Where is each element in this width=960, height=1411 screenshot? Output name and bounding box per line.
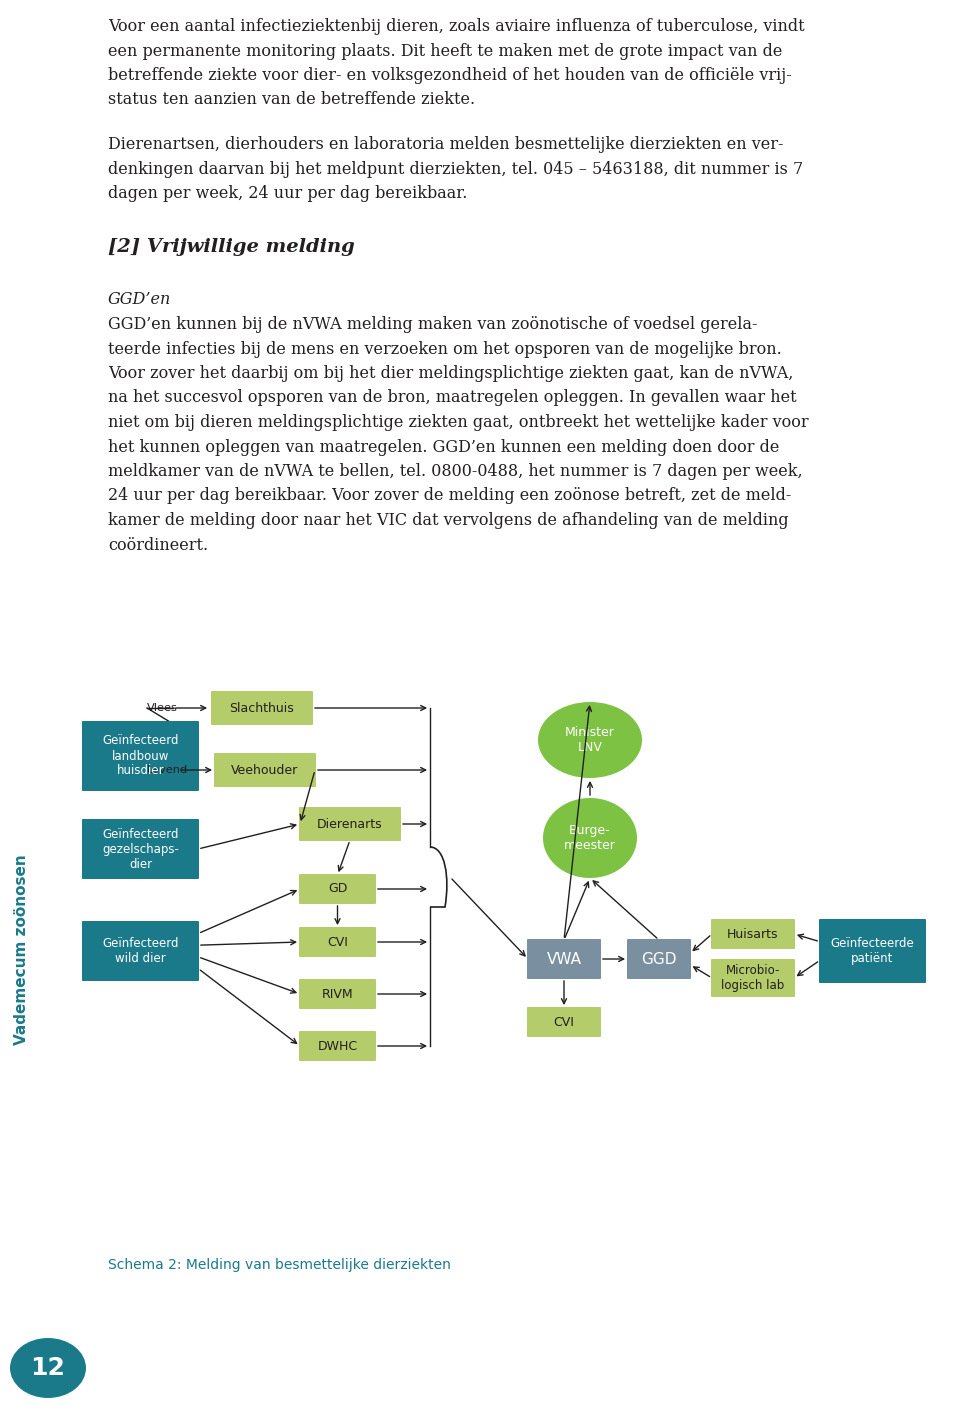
Text: coördineert.: coördineert. bbox=[108, 536, 208, 553]
Text: 24 uur per dag bereikbaar. Voor zover de melding een zoönose betreft, zet de mel: 24 uur per dag bereikbaar. Voor zover de… bbox=[108, 487, 791, 505]
FancyBboxPatch shape bbox=[82, 818, 199, 879]
FancyBboxPatch shape bbox=[819, 919, 926, 983]
FancyBboxPatch shape bbox=[82, 721, 199, 792]
FancyBboxPatch shape bbox=[82, 921, 199, 981]
FancyBboxPatch shape bbox=[299, 873, 376, 904]
Text: denkingen daarvan bij het meldpunt dierziekten, tel. 045 – 5463188, dit nummer i: denkingen daarvan bij het meldpunt dierz… bbox=[108, 161, 804, 178]
Text: DWHC: DWHC bbox=[318, 1040, 357, 1053]
Text: GGD: GGD bbox=[641, 951, 677, 967]
Text: Burge-
meester: Burge- meester bbox=[564, 824, 616, 852]
Text: Dierenarts: Dierenarts bbox=[317, 817, 383, 831]
Ellipse shape bbox=[10, 1338, 86, 1398]
Text: Minister
LNV: Minister LNV bbox=[565, 727, 615, 753]
Text: Geïnfecteerd
gezelschaps-
dier: Geïnfecteerd gezelschaps- dier bbox=[102, 827, 179, 871]
Text: een permanente monitoring plaats. Dit heeft te maken met de grote impact van de: een permanente monitoring plaats. Dit he… bbox=[108, 42, 782, 59]
Text: niet om bij dieren meldingsplichtige ziekten gaat, ontbreekt het wettelijke kade: niet om bij dieren meldingsplichtige zie… bbox=[108, 413, 808, 430]
Text: VWA: VWA bbox=[546, 951, 582, 967]
FancyBboxPatch shape bbox=[211, 691, 313, 725]
Text: na het succesvol opsporen van de bron, maatregelen opleggen. In gevallen waar he: na het succesvol opsporen van de bron, m… bbox=[108, 389, 797, 406]
Text: het kunnen opleggen van maatregelen. GGD’en kunnen een melding doen door de: het kunnen opleggen van maatregelen. GGD… bbox=[108, 439, 780, 456]
Text: meldkamer van de nVWA te bellen, tel. 0800-0488, het nummer is 7 dagen per week,: meldkamer van de nVWA te bellen, tel. 08… bbox=[108, 463, 803, 480]
FancyBboxPatch shape bbox=[299, 927, 376, 957]
FancyBboxPatch shape bbox=[527, 1007, 601, 1037]
Text: Huisarts: Huisarts bbox=[728, 927, 779, 941]
Text: Microbio-
logisch lab: Microbio- logisch lab bbox=[721, 964, 784, 992]
Text: Vademecum zoönosen: Vademecum zoönosen bbox=[14, 855, 30, 1046]
Text: Levend: Levend bbox=[147, 765, 188, 775]
FancyBboxPatch shape bbox=[299, 807, 401, 841]
Text: [2] Vrijwillige melding: [2] Vrijwillige melding bbox=[108, 237, 355, 255]
Text: Veehouder: Veehouder bbox=[231, 763, 299, 776]
Text: Vlees: Vlees bbox=[147, 703, 178, 713]
FancyBboxPatch shape bbox=[527, 938, 601, 979]
Text: CVI: CVI bbox=[327, 935, 348, 948]
Text: dagen per week, 24 uur per dag bereikbaar.: dagen per week, 24 uur per dag bereikbaa… bbox=[108, 185, 468, 202]
FancyBboxPatch shape bbox=[299, 979, 376, 1009]
FancyBboxPatch shape bbox=[214, 753, 316, 787]
Text: Slachthuis: Slachthuis bbox=[229, 701, 295, 714]
FancyBboxPatch shape bbox=[711, 959, 795, 998]
Text: Geïnfecteerde
patiënt: Geïnfecteerde patiënt bbox=[830, 937, 914, 965]
Text: GGD’en: GGD’en bbox=[108, 292, 171, 309]
FancyBboxPatch shape bbox=[711, 919, 795, 950]
Ellipse shape bbox=[543, 799, 637, 878]
Text: 12: 12 bbox=[31, 1356, 65, 1380]
Text: GGD’en kunnen bij de nVWA melding maken van zoönotische of voedsel gerela-: GGD’en kunnen bij de nVWA melding maken … bbox=[108, 316, 757, 333]
Text: betreffende ziekte voor dier- en volksgezondheid of het houden van de officiële : betreffende ziekte voor dier- en volksge… bbox=[108, 66, 792, 85]
Ellipse shape bbox=[538, 703, 642, 777]
Text: Geïnfecteerd
landbouw
huisdier: Geïnfecteerd landbouw huisdier bbox=[103, 735, 179, 777]
Text: teerde infecties bij de mens en verzoeken om het opsporen van de mogelijke bron.: teerde infecties bij de mens en verzoeke… bbox=[108, 340, 781, 357]
Text: CVI: CVI bbox=[554, 1016, 574, 1029]
Text: Schema 2: Melding van besmettelijke dierziekten: Schema 2: Melding van besmettelijke dier… bbox=[108, 1259, 451, 1271]
FancyBboxPatch shape bbox=[299, 1031, 376, 1061]
Text: Dierenartsen, dierhouders en laboratoria melden besmettelijke dierziekten en ver: Dierenartsen, dierhouders en laboratoria… bbox=[108, 135, 783, 152]
FancyBboxPatch shape bbox=[627, 938, 691, 979]
Text: GD: GD bbox=[327, 882, 348, 896]
Text: Voor zover het daarbij om bij het dier meldingsplichtige ziekten gaat, kan de nV: Voor zover het daarbij om bij het dier m… bbox=[108, 365, 793, 382]
Text: Voor een aantal infectieziektenbij dieren, zoals aviaire influenza of tuberculos: Voor een aantal infectieziektenbij diere… bbox=[108, 18, 804, 35]
Text: status ten aanzien van de betreffende ziekte.: status ten aanzien van de betreffende zi… bbox=[108, 92, 475, 109]
Text: kamer de melding door naar het VIC dat vervolgens de afhandeling van de melding: kamer de melding door naar het VIC dat v… bbox=[108, 512, 788, 529]
Text: Geïnfecteerd
wild dier: Geïnfecteerd wild dier bbox=[103, 937, 179, 965]
Text: RIVM: RIVM bbox=[322, 988, 353, 1000]
